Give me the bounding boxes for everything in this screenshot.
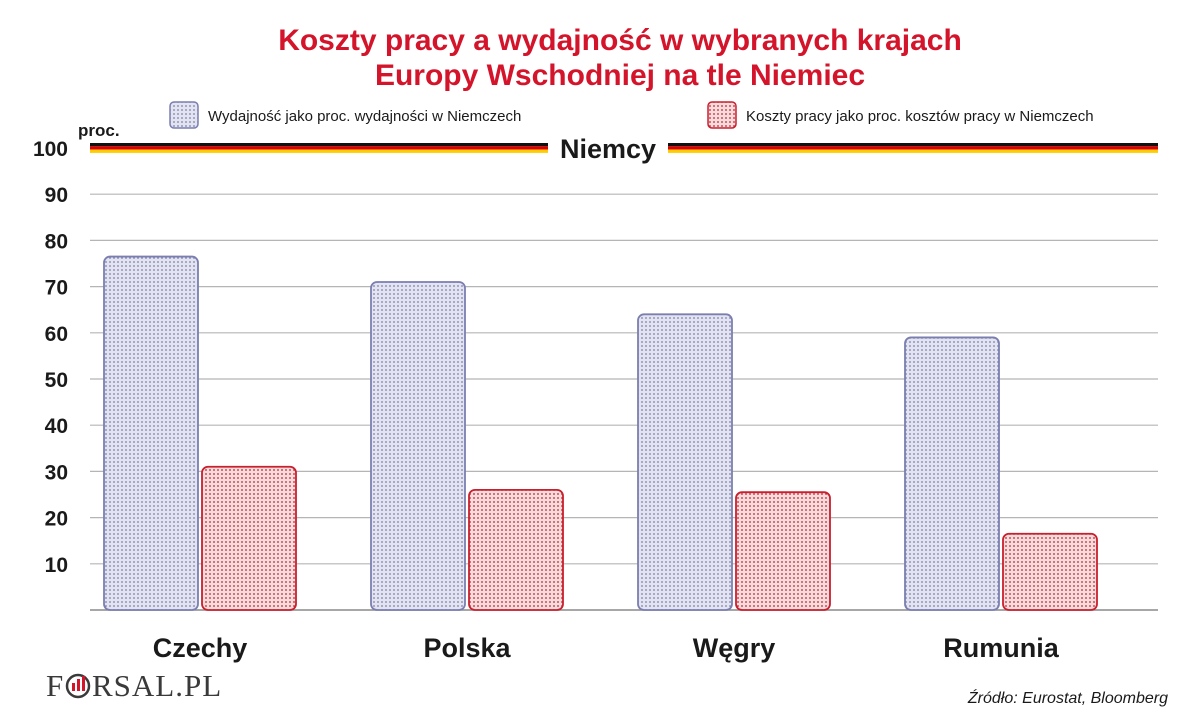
legend-swatch-labor-cost bbox=[707, 101, 737, 129]
svg-text:RSAL.PL: RSAL.PL bbox=[92, 668, 222, 703]
bar-productivity-2 bbox=[637, 313, 733, 611]
y-tick-40: 40 bbox=[45, 415, 68, 438]
bar-labor-cost-0 bbox=[201, 465, 297, 611]
bar-labor-cost-1 bbox=[468, 488, 564, 611]
bar-productivity-1 bbox=[370, 281, 466, 611]
y-tick-50: 50 bbox=[45, 369, 68, 392]
y-tick-10: 10 bbox=[45, 554, 68, 577]
reference-stripe-2-1 bbox=[668, 149, 1158, 153]
reference-stripe-0-0 bbox=[90, 143, 548, 147]
y-tick-20: 20 bbox=[45, 508, 68, 531]
chart-title-line-2: Europy Wschodniej na tle Niemiec bbox=[375, 59, 865, 92]
reference-label: Niemcy bbox=[560, 134, 656, 164]
category-label-3: Rumunia bbox=[943, 633, 1059, 663]
chart-title-line-1: Koszty pracy a wydajność w wybranych kra… bbox=[278, 24, 962, 57]
reference-line-germany: Niemcy bbox=[90, 134, 1158, 164]
reference-stripe-1-0 bbox=[90, 146, 548, 150]
y-axis-ticks: 10 20 30 40 50 60 70 80 90 100 bbox=[33, 138, 68, 577]
legend-swatch-productivity bbox=[169, 101, 199, 129]
source-note: Źródło: Eurostat, Bloomberg bbox=[967, 688, 1168, 707]
bar-productivity-0 bbox=[103, 255, 199, 611]
y-tick-70: 70 bbox=[45, 277, 68, 300]
category-label-0: Czechy bbox=[153, 633, 248, 663]
y-tick-30: 30 bbox=[45, 461, 68, 484]
bar-productivity-3 bbox=[904, 336, 1000, 611]
svg-text:F: F bbox=[46, 668, 64, 703]
category-label-2: Węgry bbox=[693, 633, 776, 663]
bar-labor-cost-3 bbox=[1002, 532, 1098, 611]
reference-stripe-1-1 bbox=[668, 146, 1158, 150]
y-tick-100: 100 bbox=[33, 138, 68, 161]
reference-stripe-2-0 bbox=[90, 149, 548, 153]
legend-label-productivity: Wydajność jako proc. wydajności w Niemcz… bbox=[208, 108, 521, 125]
bar-labor-cost-2 bbox=[735, 491, 831, 611]
y-axis-label: proc. bbox=[78, 121, 120, 140]
legend-label-labor-cost: Koszty pracy jako proc. kosztów pracy w … bbox=[746, 108, 1094, 125]
x-axis-categories: Czechy Polska Węgry Rumunia bbox=[153, 633, 1060, 663]
forsal-logo: F RSAL.PL bbox=[46, 668, 222, 703]
y-tick-90: 90 bbox=[45, 184, 68, 207]
bars bbox=[103, 255, 1098, 611]
category-label-1: Polska bbox=[423, 633, 511, 663]
reference-stripe-0-1 bbox=[668, 143, 1158, 147]
y-tick-80: 80 bbox=[45, 230, 68, 253]
y-tick-60: 60 bbox=[45, 323, 68, 346]
